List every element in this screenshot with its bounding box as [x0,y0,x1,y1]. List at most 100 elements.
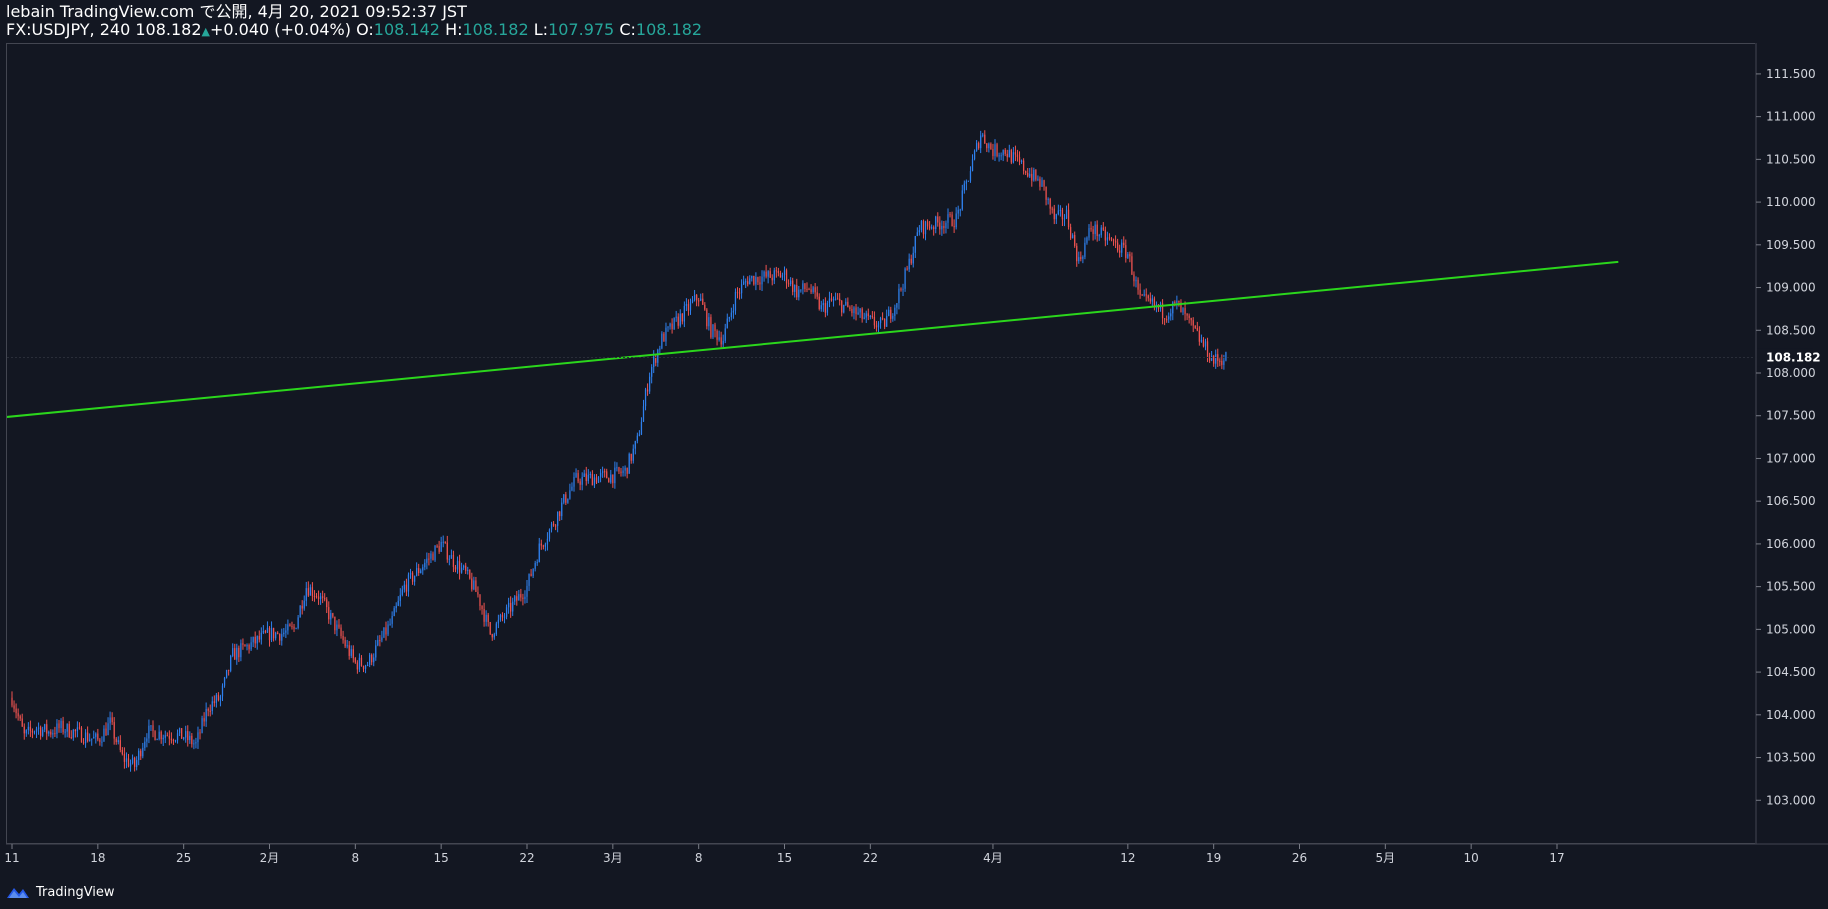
candle-body [806,288,808,290]
candle [1137,277,1139,295]
candle-body [1121,242,1123,253]
candle-body [626,467,628,474]
candle [843,304,845,314]
candle [718,330,720,342]
candle [448,555,450,566]
candle-body [469,569,471,579]
candle-body [1074,235,1076,246]
candle [309,584,312,596]
candle-body [234,648,236,660]
candle [119,735,121,753]
candle-body [939,222,941,230]
candle [935,215,937,234]
candle-body [1000,155,1002,157]
candle [822,299,824,312]
candle-body [1223,360,1225,365]
candle [463,564,465,571]
candle [526,580,528,604]
candle [44,723,46,733]
candle [440,536,442,552]
candle-body [828,298,831,303]
candle [514,594,516,605]
candle-body [430,553,432,559]
candle-body [1116,242,1119,251]
candle-body [704,304,706,310]
candle [336,620,338,637]
candle [912,246,914,268]
candle-body [728,317,730,319]
candle [732,304,735,319]
y-tick-label: 104.500 [1766,665,1816,679]
candle [52,729,54,739]
candle-body [616,467,618,469]
candle [626,467,628,479]
candle [146,733,148,748]
candle [730,307,732,321]
candle [236,643,238,665]
candle-body [505,607,508,617]
candle-body [651,367,653,377]
candle [693,289,696,302]
candle-body [949,214,951,216]
candle-body [152,725,154,732]
candle-body [150,725,152,727]
candle [671,318,673,334]
candle-body [632,448,634,461]
candle-body [599,472,602,477]
candle [479,594,481,611]
candle-body [1153,298,1156,306]
candle-body [781,275,784,278]
candle [1206,337,1209,363]
candle [25,729,27,737]
candle-body [994,144,996,157]
candle-body [636,435,638,441]
candle-body [1206,341,1209,358]
candle-body [761,276,763,285]
candle-body [900,288,902,290]
candle-body [334,616,336,631]
candle [984,130,986,144]
candle [1225,351,1227,362]
candle [978,141,980,150]
candle-body [248,644,250,650]
candle-body [554,525,557,527]
candle-body [1108,237,1111,239]
x-tick-label: 22 [863,851,878,865]
candle [953,219,955,233]
candle-body [886,315,888,327]
candle-body [1020,160,1023,162]
candle-body [413,575,416,582]
candle [640,417,643,436]
candle-body [50,731,52,735]
candle-body [988,143,990,149]
candle [1037,175,1039,182]
candle [1039,176,1041,191]
candle [906,265,908,271]
candle [894,304,896,321]
candle-body [528,573,530,586]
candle-body [714,324,716,331]
candle-body [1076,245,1078,262]
candle [197,726,199,749]
candle-body [485,614,487,622]
candle [657,348,659,367]
candle-body [407,574,410,592]
candle-body [922,220,925,235]
candle-body [730,312,732,318]
candle [1065,205,1068,220]
candle [348,641,350,660]
candle-body [1202,339,1205,347]
candle-body [162,737,164,740]
candle-body [456,561,459,570]
candle-body [416,568,418,576]
candle-body [420,570,422,574]
candle [532,568,534,578]
candle [240,639,242,662]
candle [469,569,471,580]
candle [1182,307,1184,316]
candle-body [546,538,549,545]
candle [127,753,130,768]
candle [867,308,869,321]
candle [72,728,74,741]
